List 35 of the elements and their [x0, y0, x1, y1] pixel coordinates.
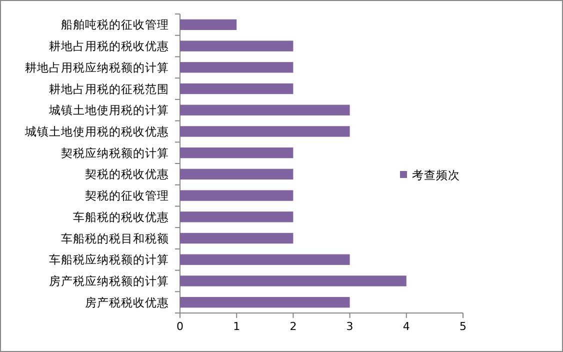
y-tick-label: 契税的税收优惠 [85, 167, 169, 182]
y-tick-label: 车船税的税目和税额 [61, 231, 169, 246]
bar [180, 212, 294, 222]
bar [180, 254, 350, 265]
x-tick-label: 0 [176, 320, 184, 333]
legend-label: 考查频次 [412, 168, 460, 182]
bar [180, 296, 350, 308]
x-tick-label: 3 [346, 320, 354, 333]
y-tick-label: 契税应纳税额的计算 [61, 146, 169, 160]
bar [180, 147, 294, 158]
y-tick-label: 耕地占用税应纳税额的计算 [25, 60, 169, 74]
y-tick-label: 耕地占用税的税收优惠 [49, 39, 169, 54]
bar [180, 104, 350, 116]
y-tick-label: 契税的征收管理 [85, 188, 169, 203]
y-tick-label: 房产税税收优惠 [85, 295, 169, 310]
x-tick-label: 1 [233, 320, 240, 333]
y-tick-label: 船舶吨税的征收管理 [61, 18, 169, 32]
bar [180, 40, 294, 52]
bar [180, 126, 350, 137]
y-tick-label: 车船税应纳税额的计算 [49, 252, 169, 267]
bar [180, 19, 237, 30]
x-tick-label: 4 [402, 320, 410, 333]
y-tick-label: 城镇土地使用税的税收优惠 [24, 124, 169, 138]
bar [180, 276, 406, 286]
bar [180, 83, 294, 94]
y-tick-label: 车船税的税收优惠 [73, 210, 169, 224]
y-tick-label: 耕地占用税的征税范围 [49, 82, 169, 96]
bar [180, 168, 294, 180]
bar [180, 190, 294, 201]
bar [180, 232, 294, 244]
y-tick-label: 城镇土地使用税的计算 [48, 103, 169, 118]
x-tick-label: 2 [290, 320, 297, 333]
bar [180, 62, 294, 73]
y-tick-label: 房产税应纳税额的计算 [49, 274, 169, 288]
x-tick-label: 5 [460, 320, 466, 333]
